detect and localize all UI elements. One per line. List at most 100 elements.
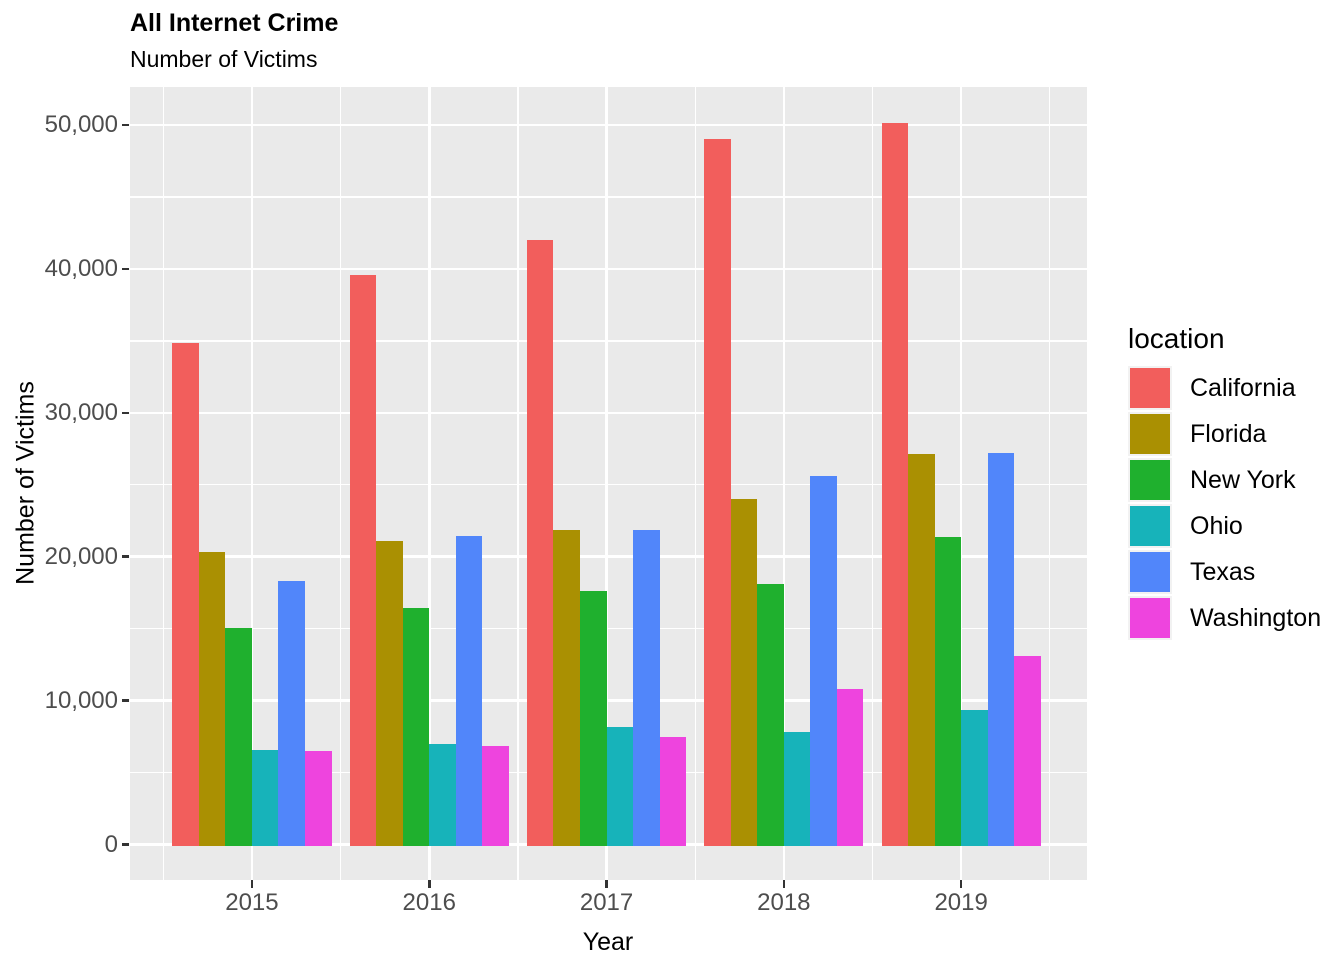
bar-ohio-2018 — [783, 732, 811, 846]
y-tick-label: 20,000 — [44, 542, 118, 570]
y-tickmark — [121, 411, 129, 415]
bar-new-york-2017 — [580, 590, 607, 846]
y-gridline-minor — [130, 484, 1087, 486]
y-tick-label: 50,000 — [44, 111, 118, 138]
legend-key — [1128, 504, 1172, 548]
x-gridline-minor — [871, 87, 874, 880]
bar-washington-2018 — [836, 689, 864, 846]
ohio-swatch — [1130, 506, 1170, 546]
x-gridline-minor — [694, 87, 696, 880]
bar-texas-2017 — [633, 530, 660, 846]
x-tickmark — [605, 880, 608, 888]
x-gridline-minor — [339, 87, 342, 880]
x-tick-label: 2015 — [225, 889, 279, 916]
x-axis-title: Year — [582, 928, 634, 956]
x-gridline-major — [250, 87, 254, 880]
y-gridline-major — [130, 555, 1087, 558]
florida-swatch — [1130, 414, 1170, 454]
washington-swatch — [1130, 598, 1170, 638]
y-tick-label: 10,000 — [44, 686, 118, 714]
bar-california-2017 — [526, 240, 554, 846]
bar-new-york-2019 — [934, 536, 962, 846]
legend-label: Florida — [1190, 419, 1267, 448]
y-gridline-major — [130, 123, 1087, 127]
bar-florida-2015 — [198, 552, 226, 846]
x-gridline-major — [427, 87, 431, 880]
bar-florida-2018 — [730, 499, 758, 846]
bar-california-2016 — [349, 275, 377, 846]
bar-texas-2015 — [278, 580, 305, 846]
legend-label: Washington — [1190, 603, 1322, 632]
bar-florida-2016 — [376, 541, 403, 846]
legend-item-texas: Texas — [1128, 550, 1321, 594]
texas-swatch — [1130, 552, 1170, 592]
legend-key — [1128, 366, 1172, 410]
x-gridline-minor — [517, 87, 519, 880]
legend-item-ohio: Ohio — [1128, 504, 1321, 548]
x-tick-label: 2019 — [934, 889, 988, 916]
x-gridline-minor — [1049, 87, 1051, 880]
legend: location California Florida New York Ohio Te… — [1128, 322, 1321, 642]
bar-texas-2018 — [810, 476, 837, 846]
bar-washington-2019 — [1014, 656, 1041, 846]
california-swatch — [1130, 368, 1170, 408]
x-tick-label: 2016 — [402, 889, 456, 916]
legend-title: location — [1128, 323, 1225, 354]
legend-label: California — [1190, 373, 1296, 402]
chart-subtitle: Number of Victims — [130, 46, 318, 72]
legend-key — [1128, 550, 1172, 594]
x-tickmark — [428, 880, 431, 888]
legend-item-california: California — [1128, 366, 1321, 410]
bar-texas-2016 — [455, 535, 483, 846]
legend-item-new-york: New York — [1128, 458, 1321, 502]
x-gridline-major — [605, 87, 608, 880]
legend-key — [1128, 458, 1172, 502]
x-tickmark — [959, 880, 963, 888]
legend-label: Ohio — [1190, 511, 1243, 540]
y-tickmark — [121, 267, 129, 271]
x-tickmark — [250, 880, 254, 888]
bar-california-2018 — [704, 138, 731, 846]
bar-texas-2019 — [987, 453, 1015, 846]
bar-new-york-2016 — [402, 608, 430, 846]
legend-key — [1128, 412, 1172, 456]
x-tickmark — [782, 880, 786, 888]
x-tick-label: 2018 — [757, 889, 811, 916]
chart-title: All Internet Crime — [130, 9, 339, 37]
y-tickmark — [121, 699, 129, 702]
bar-washington-2015 — [305, 750, 332, 846]
bar-new-york-2015 — [225, 627, 252, 846]
legend-label: Texas — [1190, 557, 1256, 586]
plot-panel — [130, 87, 1087, 880]
bar-new-york-2018 — [757, 583, 784, 846]
y-tickmark — [121, 123, 129, 127]
y-tickmark — [121, 843, 129, 846]
bar-ohio-2015 — [251, 750, 279, 846]
x-gridline-minor — [162, 87, 164, 880]
y-gridline-major — [130, 699, 1087, 702]
y-gridline-major — [130, 267, 1087, 271]
legend-key — [1128, 596, 1172, 640]
legend-label: New York — [1190, 465, 1296, 494]
legend-item-washington: Washington — [1128, 596, 1321, 640]
legend-item-florida: Florida — [1128, 412, 1321, 456]
y-tick-label: 40,000 — [44, 254, 118, 282]
y-tick-label: 30,000 — [44, 398, 118, 426]
y-tick-label: 0 — [104, 830, 118, 858]
y-tickmark — [121, 555, 129, 558]
y-axis-title: Number of Victims — [11, 381, 40, 585]
bar-washington-2016 — [482, 745, 509, 846]
y-gridline-minor — [130, 627, 1087, 630]
bar-ohio-2017 — [606, 727, 634, 846]
bar-ohio-2019 — [961, 709, 988, 846]
bar-california-2019 — [881, 123, 909, 846]
legend-items: California Florida New York Ohio Texas Washin… — [1128, 366, 1321, 640]
y-gridline-major — [130, 411, 1087, 415]
x-tick-label: 2017 — [579, 889, 634, 916]
x-gridline-major — [959, 87, 963, 880]
bar-ohio-2016 — [429, 743, 456, 846]
new-york-swatch — [1130, 460, 1170, 500]
bar-florida-2019 — [908, 453, 935, 846]
y-gridline-minor — [130, 196, 1087, 198]
